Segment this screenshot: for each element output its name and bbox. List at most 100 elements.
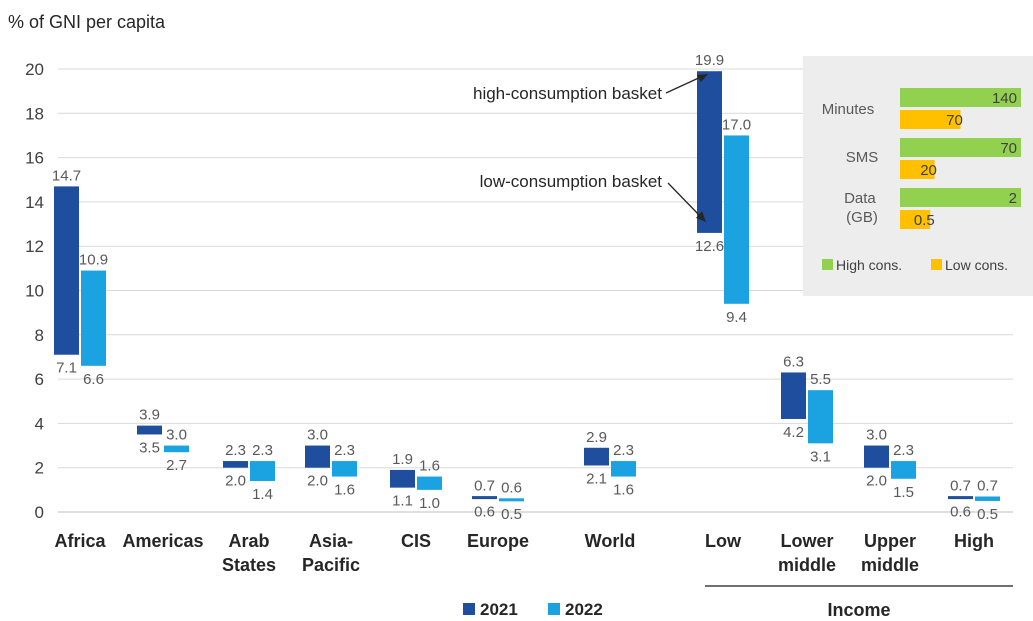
value-label-low: 1.5 [893, 484, 914, 501]
category-label: Arab [228, 531, 269, 551]
value-label-high: 1.6 [419, 458, 440, 475]
value-label-low: 2.0 [307, 473, 328, 490]
value-label-high: 2.3 [893, 442, 914, 459]
category-label: Pacific [302, 555, 360, 575]
value-label-low: 7.1 [56, 360, 77, 377]
y-tick-label: 0 [35, 503, 44, 522]
value-label-high: 3.0 [866, 427, 887, 444]
value-label-high: 5.5 [810, 371, 831, 388]
bar-2021 [472, 496, 497, 500]
income-group-label: Income [827, 600, 890, 620]
category-label: High [954, 531, 994, 551]
inset-legend-high: High cons. [836, 257, 902, 273]
bar-2022 [164, 445, 189, 453]
category-label: CIS [401, 531, 431, 551]
value-label-low: 1.1 [392, 493, 413, 510]
value-label-high: 2.3 [252, 442, 273, 459]
value-label-high: 19.9 [695, 52, 724, 69]
inset-category-sms: SMS [846, 149, 879, 166]
bar-2022 [499, 498, 524, 502]
category-label: Americas [122, 531, 203, 551]
inset-category-data: Data (GB) [844, 190, 880, 226]
category-label: Low [705, 531, 742, 551]
bar-2022 [417, 476, 442, 490]
annotation-high-consumption: high-consumption basket [473, 84, 662, 103]
inset-legend-swatch-low [931, 259, 942, 270]
inset-bar [900, 138, 1021, 157]
annotation-low-arrow [667, 182, 702, 218]
bar-2021 [137, 425, 162, 435]
value-label-low: 2.0 [225, 473, 246, 490]
bar-2021 [584, 447, 609, 466]
value-label-high: 2.3 [334, 442, 355, 459]
value-label-high: 3.0 [307, 427, 328, 444]
annotation-high-arrowhead [697, 74, 708, 82]
y-tick-label: 6 [35, 370, 44, 389]
value-label-low: 1.6 [334, 482, 355, 499]
legend-swatch-2021 [463, 603, 475, 615]
bar-2022 [891, 461, 916, 479]
category-label: Europe [467, 531, 529, 551]
inset-bar [900, 188, 1021, 207]
value-label-low: 0.6 [474, 504, 495, 521]
value-label-low: 3.1 [810, 448, 831, 465]
inset-value-label: 140 [992, 90, 1017, 107]
y-axis-label: % of GNI per capita [8, 12, 166, 32]
value-label-high: 2.3 [613, 442, 634, 459]
bar-2021 [54, 186, 79, 355]
value-labels: 14.7 7.1 10.9 6.6 3.9 3.5 3.0 2.7 2.3 2.0 2.3 1.4 3.… [52, 52, 998, 523]
value-label-high: 6.3 [783, 353, 804, 370]
y-tick-label: 8 [35, 326, 44, 345]
value-label-high: 17.0 [722, 116, 751, 133]
value-label-high: 10.9 [79, 252, 108, 269]
bar-2021 [697, 71, 722, 233]
y-tick-label: 4 [35, 414, 44, 433]
value-label-low: 1.0 [419, 495, 440, 512]
category-label: States [222, 555, 276, 575]
inset-value-label: 70 [1000, 140, 1017, 157]
y-tick-labels: 0 2 4 6 8 10 12 14 16 18 20 [25, 60, 44, 522]
category-label: Upper [864, 531, 916, 551]
annotation-low-arrowhead [696, 211, 706, 222]
bar-2022 [250, 461, 275, 481]
bar-2022 [332, 461, 357, 477]
value-label-high: 2.3 [225, 442, 246, 459]
y-tick-label: 12 [25, 237, 44, 256]
category-labels: Africa Americas Arab States Asia- Pacific CIS E… [54, 531, 994, 575]
category-label: Asia- [309, 531, 353, 551]
inset-value-label: 70 [946, 112, 963, 129]
legend-label-2022: 2022 [565, 600, 603, 619]
value-label-low: 0.5 [501, 506, 522, 523]
category-label: World [585, 531, 636, 551]
inset-legend-swatch-high [822, 259, 833, 270]
y-tick-label: 2 [35, 459, 44, 478]
value-label-low: 2.0 [866, 473, 887, 490]
inset-value-label: 0.5 [914, 212, 935, 229]
value-label-high: 0.7 [977, 477, 998, 494]
bar-2021 [948, 496, 973, 500]
value-label-high: 3.0 [166, 427, 187, 444]
inset-bars: 140 70 70 20 2 0.5 [900, 88, 1021, 229]
bar-2022 [808, 390, 833, 444]
value-label-high: 0.6 [501, 480, 522, 497]
bars [54, 71, 1000, 502]
bar-2021 [223, 461, 248, 468]
inset-bar [900, 110, 961, 129]
inset-bar [900, 160, 935, 179]
value-label-low: 2.7 [166, 457, 187, 474]
y-tick-label: 16 [25, 149, 44, 168]
y-tick-label: 14 [25, 193, 44, 212]
bar-2022 [975, 496, 1000, 501]
y-tick-label: 10 [25, 282, 44, 301]
legend-swatch-2022 [548, 603, 560, 615]
inset-bar [900, 210, 931, 229]
value-label-low: 12.6 [695, 238, 724, 255]
value-label-high: 14.7 [52, 167, 81, 184]
value-label-high: 3.9 [139, 407, 160, 424]
value-label-low: 2.1 [586, 470, 607, 487]
value-label-high: 0.7 [474, 477, 495, 494]
annotation-low-consumption: low-consumption basket [480, 172, 663, 191]
inset-bar [900, 88, 1021, 107]
value-label-low: 1.6 [613, 482, 634, 499]
